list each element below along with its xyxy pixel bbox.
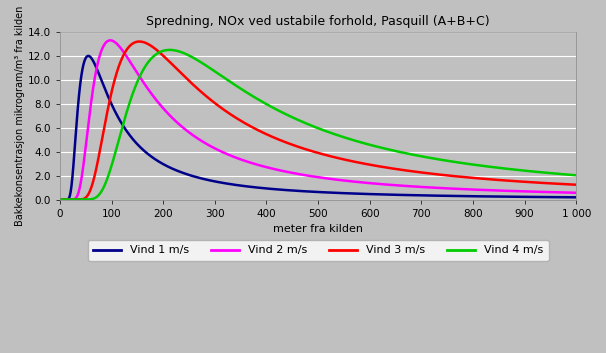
- Title: Spredning, NOx ved ustabile forhold, Pasquill (A+B+C): Spredning, NOx ved ustabile forhold, Pas…: [146, 15, 490, 28]
- Legend: Vind 1 m/s, Vind 2 m/s, Vind 3 m/s, Vind 4 m/s: Vind 1 m/s, Vind 2 m/s, Vind 3 m/s, Vind…: [87, 240, 548, 261]
- Y-axis label: Bakkekonsentrasjon mikrogram/m³ fra kilden: Bakkekonsentrasjon mikrogram/m³ fra kild…: [15, 6, 25, 226]
- X-axis label: meter fra kilden: meter fra kilden: [273, 224, 363, 234]
